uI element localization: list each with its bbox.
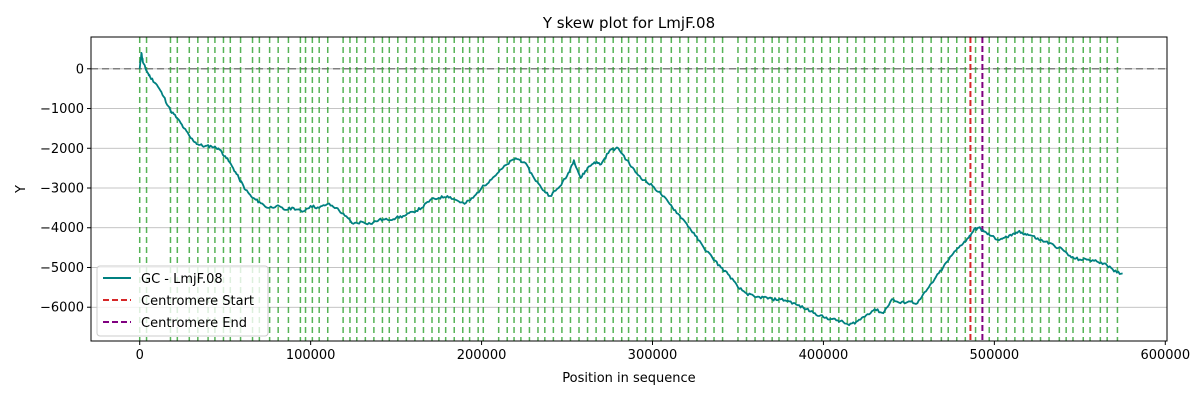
x-tick-label: 200000: [457, 348, 507, 363]
plot-frame: [90, 36, 1168, 342]
chart-title: Y skew plot for LmjF.08: [542, 14, 715, 32]
x-axis-ticks: 0 100000 200000 300000 400000 500000 600000: [136, 341, 1190, 363]
x-axis-title: Position in sequence: [562, 371, 695, 386]
x-tick-label: 0: [136, 348, 144, 363]
series: [138, 52, 1123, 326]
legend-label-centromere-start: Centromere Start: [141, 294, 254, 309]
x-tick-label: 500000: [970, 348, 1020, 363]
legend-label-gc: GC - LmjF.08: [141, 272, 223, 287]
x-tick-label: 300000: [628, 348, 678, 363]
gc-skew-line: [138, 52, 1123, 326]
x-tick-label: 600000: [1140, 348, 1190, 363]
x-tick-label: 100000: [286, 348, 336, 363]
y-axis-title: Y: [14, 185, 29, 194]
y-tick-label: −6000: [40, 301, 84, 316]
centromere-lines: [969, 37, 984, 341]
legend-box: [96, 265, 269, 337]
y-tick-label: −4000: [40, 221, 84, 236]
x-tick-label: 400000: [799, 348, 849, 363]
legend: GC - LmjF.08 Centromere Start Centromere…: [96, 265, 269, 337]
annotation-markers: [138, 37, 1119, 341]
y-tick-label: −3000: [40, 182, 84, 197]
y-tick-label: −5000: [40, 261, 84, 276]
legend-label-centromere-end: Centromere End: [141, 316, 247, 331]
y-tick-label: 0: [76, 62, 84, 77]
y-axis-ticks: 0 −1000 −2000 −3000 −4000 −5000 −6000: [40, 62, 91, 316]
y-tick-label: −2000: [40, 142, 84, 157]
y-tick-label: −1000: [40, 102, 84, 117]
